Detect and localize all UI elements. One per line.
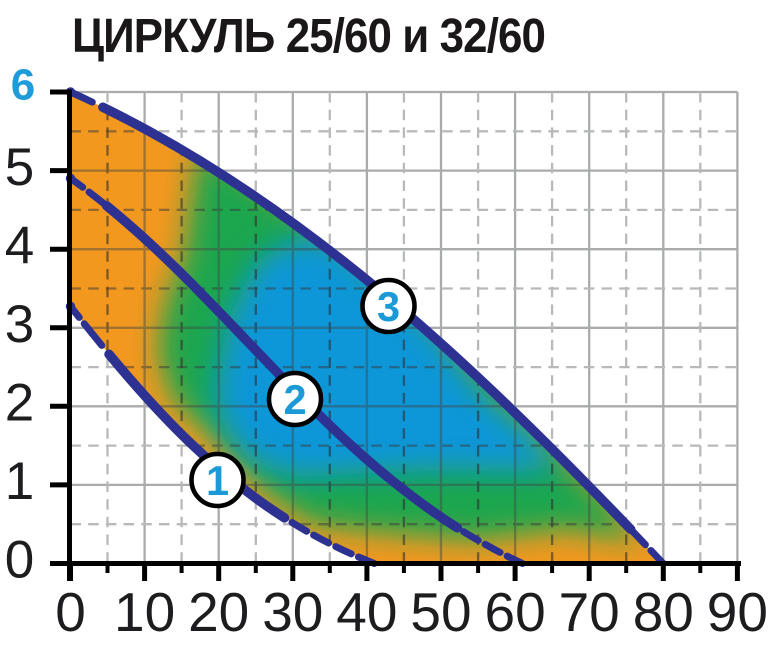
svg-text:5: 5: [5, 138, 34, 197]
svg-text:4: 4: [5, 216, 34, 275]
svg-text:90: 90: [707, 581, 768, 643]
svg-text:60: 60: [485, 581, 546, 643]
svg-text:3: 3: [5, 295, 34, 354]
svg-text:0: 0: [55, 581, 86, 643]
svg-text:10: 10: [114, 581, 175, 643]
svg-text:1: 1: [5, 452, 34, 511]
svg-text:2: 2: [5, 374, 34, 433]
svg-text:ЦИРКУЛЬ 25/60 и 32/60: ЦИРКУЛЬ 25/60 и 32/60: [72, 9, 545, 63]
svg-text:1: 1: [206, 457, 229, 504]
svg-text:2: 2: [283, 376, 306, 423]
svg-text:3: 3: [377, 283, 400, 330]
svg-text:40: 40: [336, 581, 397, 643]
svg-text:50: 50: [410, 581, 471, 643]
svg-text:80: 80: [633, 581, 694, 643]
svg-text:20: 20: [188, 581, 249, 643]
svg-text:0: 0: [5, 531, 34, 590]
svg-text:70: 70: [559, 581, 620, 643]
svg-text:6: 6: [11, 61, 35, 110]
svg-text:30: 30: [262, 581, 323, 643]
